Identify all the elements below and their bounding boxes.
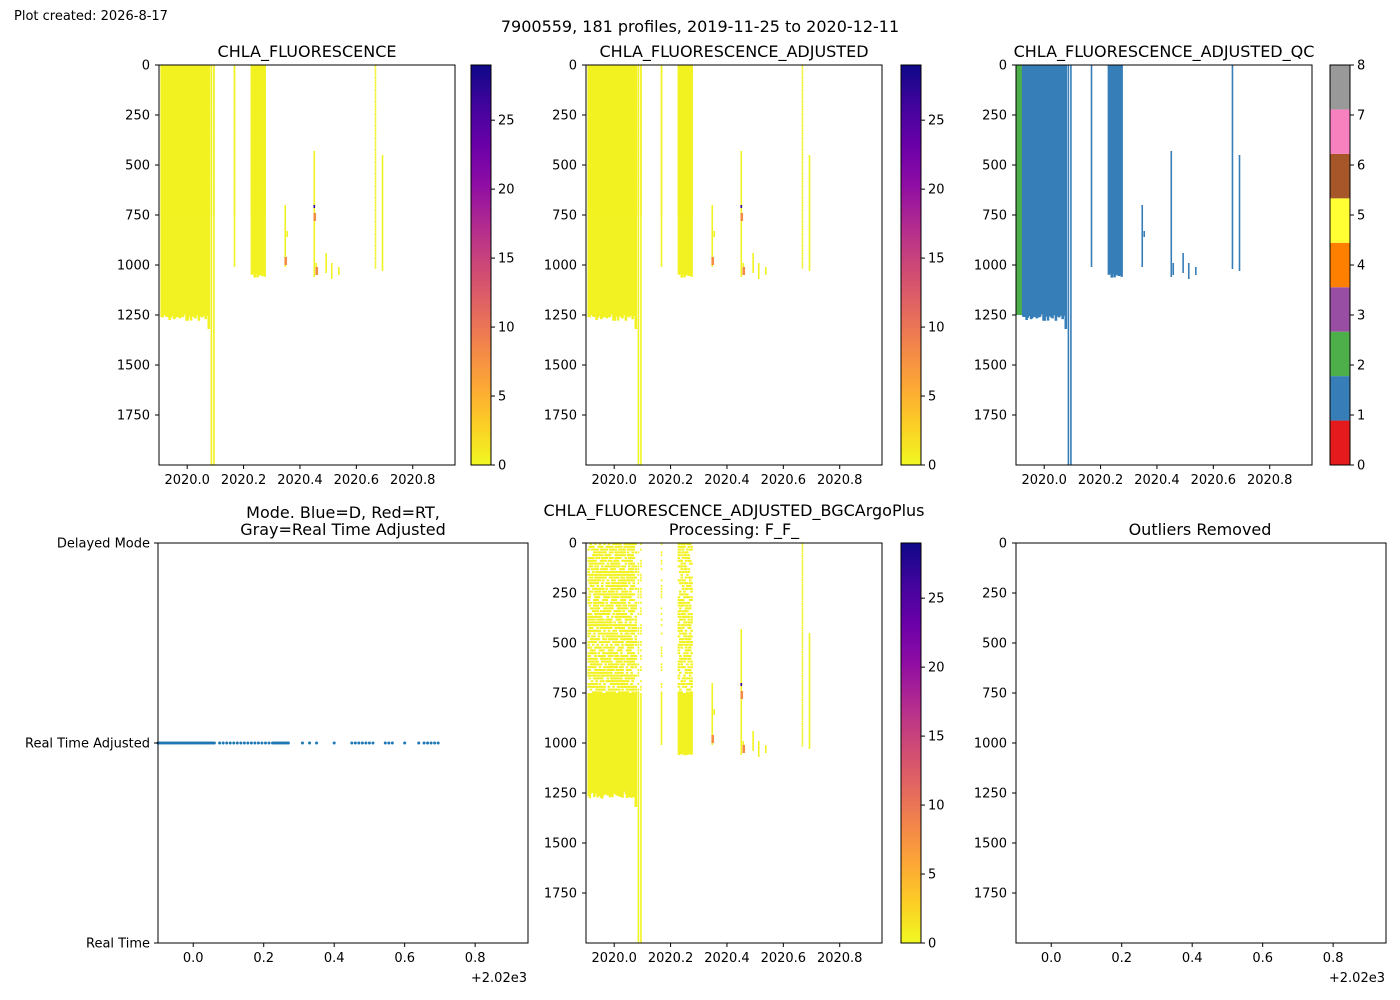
panel-title: CHLA_FLUORESCENCE [218, 42, 397, 62]
plot-created-label: Plot created: 2026-8-17 [14, 9, 168, 24]
heatmap-marks [160, 65, 384, 465]
figure-suptitle: 7900559, 181 profiles, 2019-11-25 to 202… [501, 17, 899, 36]
panel-chla-fluorescence: CHLA_FLUORESCENCE 0250500750100012501500… [117, 42, 515, 488]
